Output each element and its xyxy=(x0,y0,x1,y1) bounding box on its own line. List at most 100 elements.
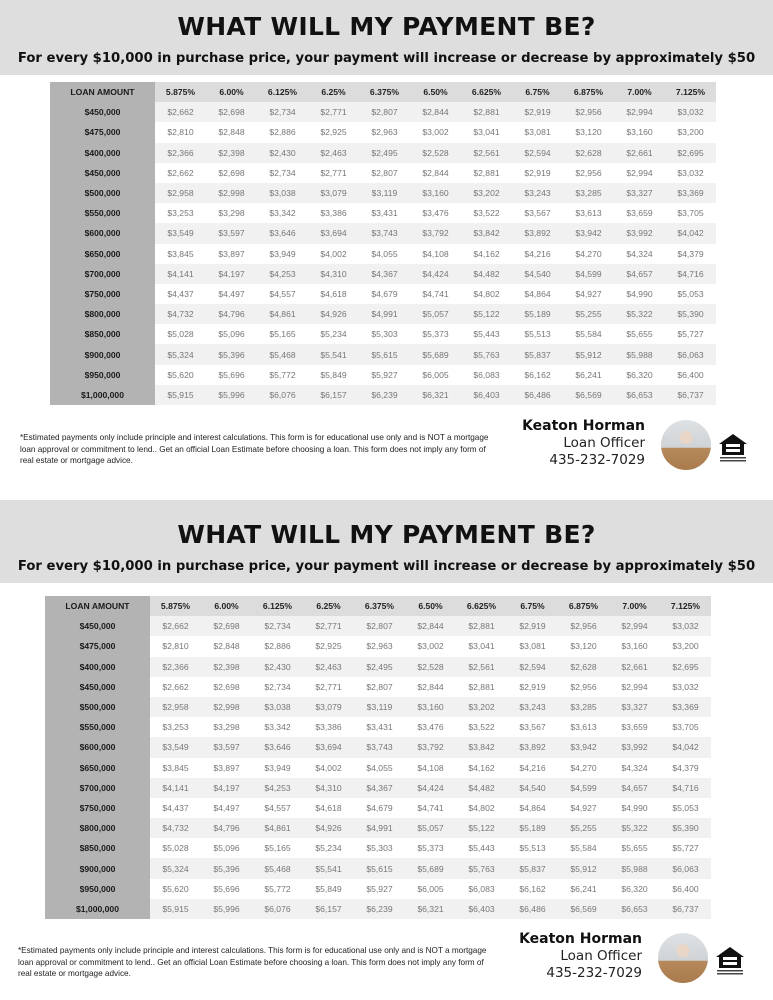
contact-name: Keaton Horman xyxy=(519,931,642,947)
payment-cell: $3,522 xyxy=(468,722,495,733)
payment-cell: $3,431 xyxy=(366,722,393,733)
payment-cell: $4,990 xyxy=(626,288,653,299)
payment-cell: $4,926 xyxy=(308,304,359,325)
payment-cell: $5,122 xyxy=(456,818,507,839)
payment-cell: $5,322 xyxy=(614,304,665,325)
payment-cell: $4,864 xyxy=(519,802,546,813)
payment-cell: $6,083 xyxy=(468,883,495,894)
payment-cell: $2,662 xyxy=(155,102,206,123)
payment-cell: $3,032 xyxy=(672,681,699,692)
payment-cell: $3,659 xyxy=(621,722,648,733)
payment-cell: $5,541 xyxy=(308,344,359,365)
payment-cell: $5,727 xyxy=(672,843,699,854)
payment-cell: $5,468 xyxy=(252,858,303,879)
payment-cell: $4,002 xyxy=(315,762,342,773)
payment-cell: $5,541 xyxy=(303,858,354,879)
payment-cell: $5,096 xyxy=(213,843,240,854)
payment-cell: $5,772 xyxy=(269,369,296,380)
payment-cell: $5,053 xyxy=(677,288,704,299)
payment-cell: $6,076 xyxy=(257,384,308,405)
payment-cell: $2,561 xyxy=(456,656,507,677)
payment-cell: $6,737 xyxy=(660,898,711,919)
page-title: WHAT WILL MY PAYMENT BE? xyxy=(177,12,596,41)
payment-cell: $2,734 xyxy=(269,167,296,178)
payment-cell: $2,919 xyxy=(524,167,551,178)
payment-cell: $4,002 xyxy=(320,248,347,259)
payment-cell: $2,994 xyxy=(621,681,648,692)
table-row: $1,000,000 $5,915 $5,996 $6,076 $6,157 $6,239… xyxy=(45,898,711,919)
payment-cell: $4,990 xyxy=(621,802,648,813)
payment-flyer-section: WHAT WILL MY PAYMENT BE? For every $10,00… xyxy=(0,500,773,1000)
payment-cell: $3,613 xyxy=(575,208,602,219)
payment-cell: $5,655 xyxy=(621,843,648,854)
payment-cell: $6,321 xyxy=(405,898,456,919)
payment-cell: $2,662 xyxy=(162,681,189,692)
payment-cell: $5,396 xyxy=(201,858,252,879)
payment-cell: $2,844 xyxy=(405,616,456,637)
payment-cell: $3,597 xyxy=(201,737,252,758)
payment-cell: $3,942 xyxy=(558,737,609,758)
payment-cell: $2,956 xyxy=(575,167,602,178)
payment-cell: $3,298 xyxy=(213,722,240,733)
payment-cell: $6,403 xyxy=(456,898,507,919)
payment-cell: $6,486 xyxy=(507,898,558,919)
payment-cell: $2,662 xyxy=(167,167,194,178)
payment-cell: $4,042 xyxy=(660,737,711,758)
payment-cell: $5,696 xyxy=(213,883,240,894)
payment-cell: $6,320 xyxy=(626,369,653,380)
payment-cell: $3,646 xyxy=(257,223,308,244)
payment-cell: $3,845 xyxy=(162,762,189,773)
payment-cell: $3,119 xyxy=(359,182,410,204)
payment-cell: $3,386 xyxy=(320,208,347,219)
rate-header: 6.00% xyxy=(201,596,252,617)
payment-cell: $2,994 xyxy=(626,167,653,178)
loan-amount-cell: $600,000 xyxy=(45,737,150,758)
payment-cell: $5,996 xyxy=(201,898,252,919)
payment-cell: $4,324 xyxy=(621,762,648,773)
payment-cell: $5,028 xyxy=(167,329,194,340)
payment-cell: $4,540 xyxy=(507,777,558,798)
payment-cell: $3,160 xyxy=(405,696,456,718)
loan-amount-cell: $750,000 xyxy=(45,797,150,819)
payment-cell: $4,253 xyxy=(257,263,308,284)
loan-amount-cell: $700,000 xyxy=(50,263,155,284)
payment-cell: $4,324 xyxy=(626,248,653,259)
payment-cell: $2,958 xyxy=(150,696,201,718)
payment-cell: $3,992 xyxy=(609,737,660,758)
payment-cell: $5,057 xyxy=(410,304,461,325)
table-row: $650,000 $3,845 $3,897 $3,949 $4,002 $4,055 $4… xyxy=(50,243,716,264)
payment-cell: $4,716 xyxy=(660,777,711,798)
payment-cell: $4,367 xyxy=(359,263,410,284)
rate-header: 7.00% xyxy=(609,596,660,617)
payment-cell: $4,557 xyxy=(269,288,296,299)
payment-cell: $2,919 xyxy=(507,616,558,637)
payment-cell: $5,234 xyxy=(320,329,347,340)
rate-header: 7.125% xyxy=(660,596,711,617)
payment-cell: $3,032 xyxy=(665,102,716,123)
payment-cell: $3,243 xyxy=(507,696,558,718)
payment-cell: $3,597 xyxy=(206,223,257,244)
payment-cell: $5,915 xyxy=(150,898,201,919)
payment-cell: $3,646 xyxy=(252,737,303,758)
payment-table: LOAN AMOUNT 5.875% 6.00% 6.125% 6.25% 6.375% 6… xyxy=(45,596,711,919)
rate-header: 5.875% xyxy=(155,82,206,103)
payment-cell: $4,437 xyxy=(162,802,189,813)
table-row: $950,000 $5,620 $5,696 $5,772 $5,849 $5,927 $6… xyxy=(45,878,711,899)
payment-cell: $6,486 xyxy=(512,384,563,405)
payment-cell: $3,002 xyxy=(417,641,444,652)
rate-header: 6.375% xyxy=(354,596,405,617)
payment-cell: $2,695 xyxy=(665,142,716,163)
payment-cell: $3,002 xyxy=(422,127,449,138)
table-row: $450,000 $2,662 $2,698 $2,734 $2,771 $2,807 $2… xyxy=(50,162,716,183)
rate-header: 5.875% xyxy=(150,596,201,617)
payment-cell: $2,771 xyxy=(315,681,342,692)
payment-cell: $3,202 xyxy=(456,696,507,718)
payment-cell: $3,285 xyxy=(563,182,614,204)
payment-cell: $2,463 xyxy=(308,142,359,163)
loan-amount-cell: $850,000 xyxy=(45,838,150,859)
payment-cell: $4,497 xyxy=(213,802,240,813)
payment-cell: $4,270 xyxy=(570,762,597,773)
page-title: WHAT WILL MY PAYMENT BE? xyxy=(177,520,596,549)
payment-cell: $2,848 xyxy=(218,127,245,138)
payment-cell: $2,628 xyxy=(558,656,609,677)
